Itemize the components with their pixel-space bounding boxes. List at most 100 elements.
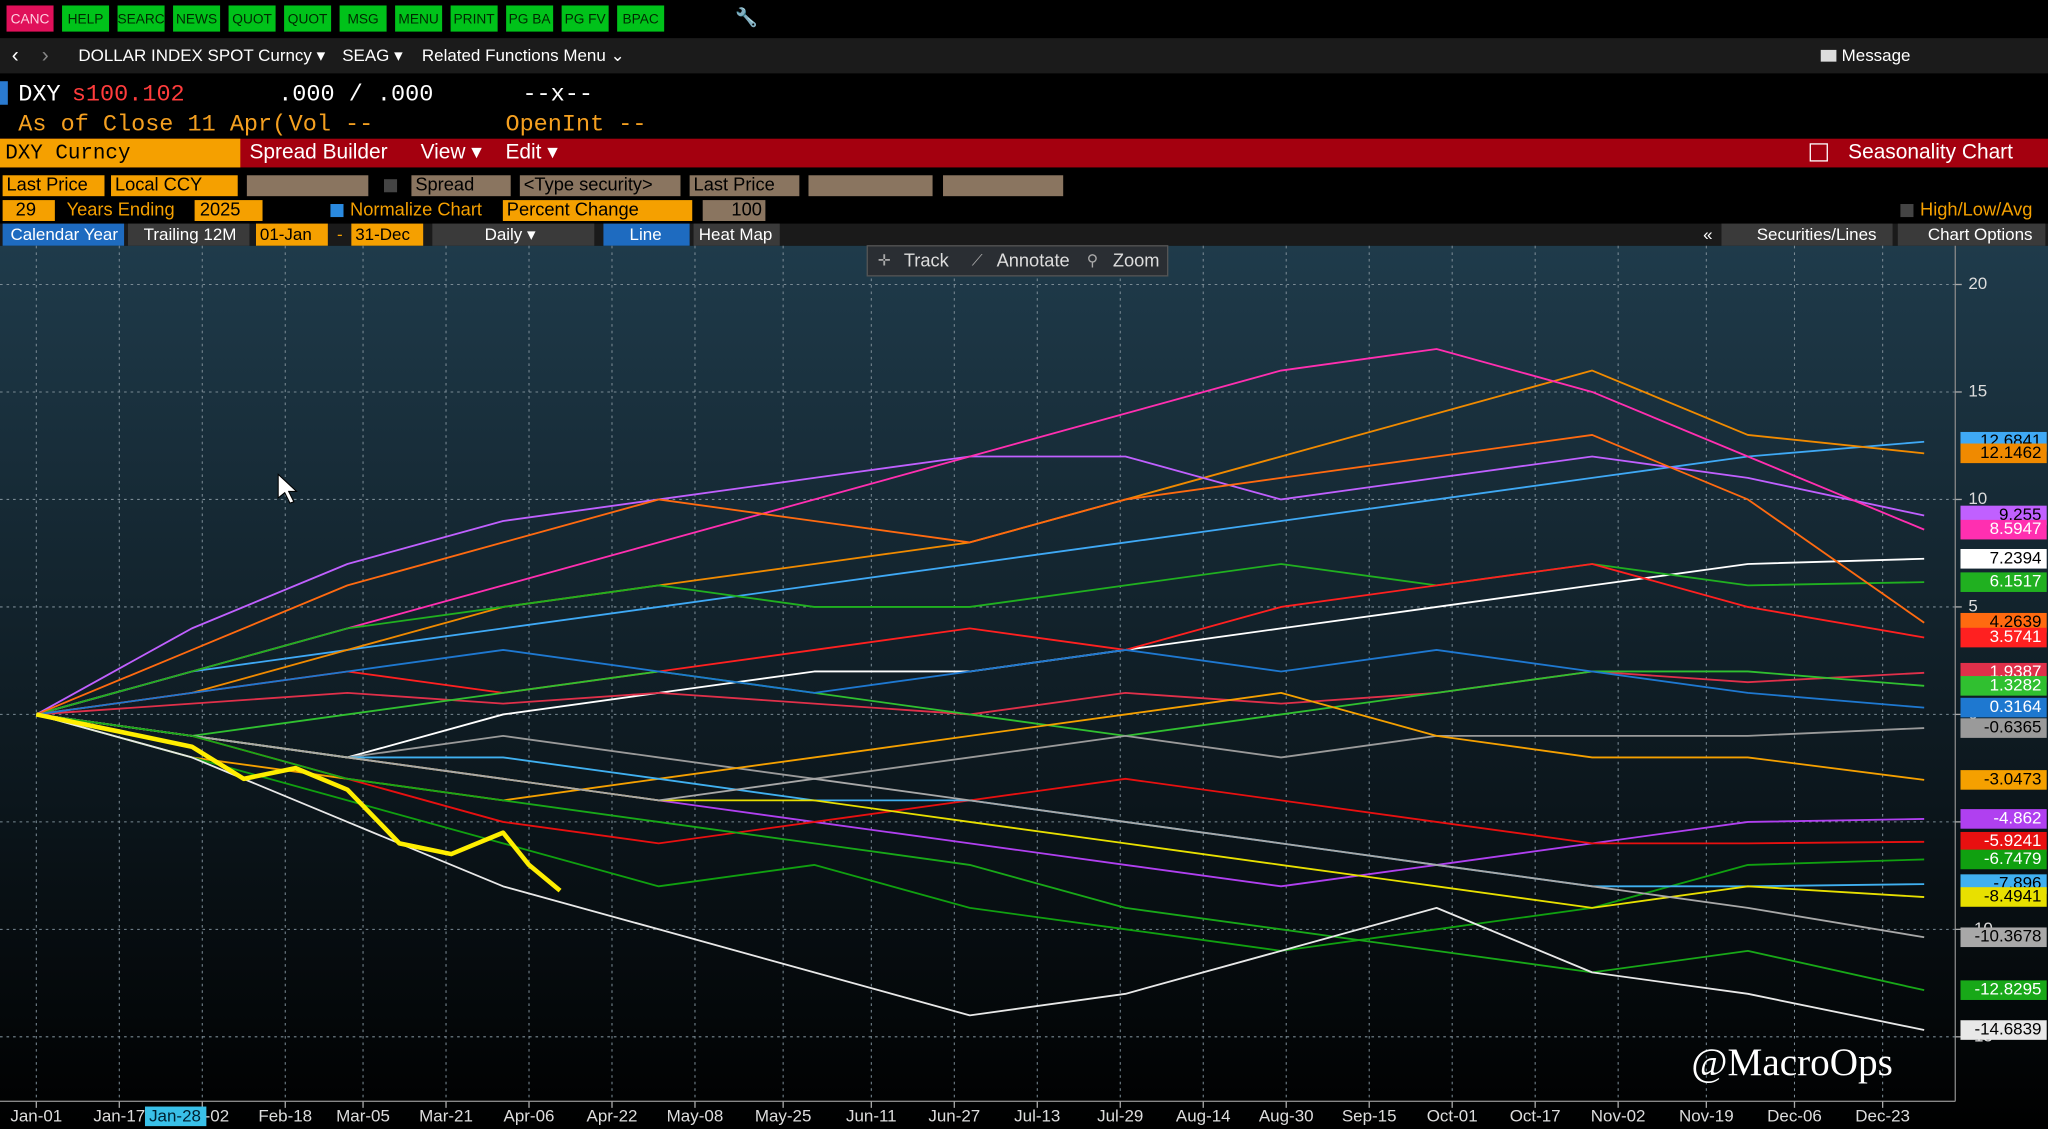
cursor-date: Jan-28 xyxy=(149,1106,201,1125)
toolbar-button[interactable] xyxy=(339,5,387,32)
base-input[interactable] xyxy=(702,200,766,221)
open-interest: OpenInt -- xyxy=(505,112,646,139)
toolbar-button[interactable] xyxy=(62,5,110,32)
toolbar-button[interactable] xyxy=(506,5,554,32)
securities-text: Securities/Lines xyxy=(1757,225,1877,244)
mode-select[interactable] xyxy=(502,200,693,221)
end-label: 9.255 xyxy=(1999,505,2041,524)
cursor-date-bg xyxy=(144,1106,207,1127)
end-label-bg xyxy=(1960,676,2047,696)
message-icon xyxy=(1820,49,1837,62)
toolbar-button[interactable] xyxy=(284,5,332,32)
mode-text: Percent Change xyxy=(507,198,639,219)
collapse-icon[interactable]: « xyxy=(1703,225,1712,244)
y-tick-label: 10 xyxy=(1968,489,1987,508)
mouse-cursor xyxy=(277,473,298,504)
volume: Vol -- xyxy=(289,112,374,139)
years-label: Years Ending xyxy=(67,198,175,219)
options-text: Chart Options xyxy=(1928,225,2033,244)
spread-select[interactable] xyxy=(411,175,511,197)
x-tick-label: Dec-06 xyxy=(1767,1106,1822,1125)
end-input[interactable] xyxy=(351,223,424,246)
security-field[interactable] xyxy=(0,138,241,168)
toolbar-button[interactable] xyxy=(617,5,665,32)
y-tick-label: 15 xyxy=(1968,381,1987,400)
x-tick-label: Jul-29 xyxy=(1097,1106,1143,1125)
blank-select-2[interactable] xyxy=(808,175,933,197)
field2-select[interactable] xyxy=(689,175,800,197)
securities-button[interactable] xyxy=(1721,223,1893,246)
toolbar-button[interactable] xyxy=(561,5,609,32)
end-label-bg xyxy=(1960,809,2047,829)
toolbar: CANC HELP SEARC NEWS QUOT QUOT MSG MENU PRINT PG … xyxy=(6,5,665,32)
end-label-bg xyxy=(1960,831,2047,852)
normalize-checkbox[interactable] xyxy=(330,204,344,218)
toolbar-button[interactable] xyxy=(173,5,221,32)
normalize-label: Normalize Chart xyxy=(350,198,482,219)
line-tab[interactable] xyxy=(603,223,690,246)
toolbar-button[interactable] xyxy=(6,5,54,32)
heatmap-tab[interactable] xyxy=(693,223,780,246)
security-menu[interactable]: DOLLAR INDEX SPOT Curncy ▾ xyxy=(78,46,325,65)
end-year-input[interactable] xyxy=(194,200,263,221)
zoom-button[interactable]: Zoom xyxy=(1113,249,1160,270)
message-button[interactable]: Message xyxy=(1842,46,1911,65)
end-year-text: 2025 xyxy=(200,198,241,219)
years-input[interactable] xyxy=(2,200,55,221)
lines xyxy=(35,348,1925,1031)
x-tick-label: Dec-23 xyxy=(1855,1106,1910,1125)
end-label: -8.4941 xyxy=(1984,886,2042,905)
field2-text: Last Price xyxy=(694,174,775,195)
x-tick-label: May-08 xyxy=(667,1106,724,1125)
end-label-bg xyxy=(1960,697,2047,718)
start-input[interactable] xyxy=(256,223,328,246)
blank-select-3[interactable] xyxy=(943,175,1064,197)
high-low-checkbox[interactable] xyxy=(1900,204,1914,218)
forward-button[interactable]: › xyxy=(42,44,49,67)
field-select[interactable] xyxy=(2,175,105,197)
blank-select[interactable] xyxy=(246,175,369,197)
calendar-tab[interactable] xyxy=(2,223,125,246)
frequency-select[interactable] xyxy=(432,223,595,246)
trailing-tab[interactable] xyxy=(128,223,250,246)
series-line xyxy=(36,713,1925,1031)
end-label-bg xyxy=(1960,612,2047,633)
edit-menu[interactable]: Edit ▾ xyxy=(505,141,558,164)
end-label: -3.0473 xyxy=(1984,769,2042,788)
function-menu[interactable]: SEAG ▾ xyxy=(342,46,403,65)
toolbar-button[interactable] xyxy=(228,5,276,32)
toolbar-button-text: CANC xyxy=(11,11,50,26)
x-tick-label: Nov-02 xyxy=(1591,1106,1646,1125)
annotate-button[interactable]: Annotate xyxy=(997,249,1070,270)
price: s100.102 xyxy=(72,81,185,108)
toolbar-button[interactable] xyxy=(450,5,498,32)
end-label: 1.3282 xyxy=(1990,675,2042,694)
toolbar-button[interactable] xyxy=(395,5,443,32)
x-tick-label: Oct-17 xyxy=(1510,1106,1561,1125)
currency-select[interactable] xyxy=(111,175,238,197)
popout-icon xyxy=(1809,143,1828,162)
track-button[interactable]: Track xyxy=(904,249,950,270)
options-button[interactable] xyxy=(1897,223,2046,246)
end-label: 3.5741 xyxy=(1990,627,2042,646)
end-label-bg xyxy=(1960,887,2047,907)
x-tick-label: Oct-01 xyxy=(1427,1106,1478,1125)
line-tab-text: Line xyxy=(630,225,662,244)
x-tick-label: Jan-01 xyxy=(10,1106,62,1125)
x-tick-label: Mar-05 xyxy=(336,1106,390,1125)
zoom-icon: ⚲ xyxy=(1087,253,1098,270)
back-button[interactable]: ‹ xyxy=(12,44,19,67)
spread-checkbox[interactable] xyxy=(384,179,398,193)
view-menu[interactable]: View ▾ xyxy=(421,141,483,164)
toolbar-button-text: HELP xyxy=(68,11,104,26)
x-tick-label: Jul-13 xyxy=(1014,1106,1060,1125)
security-input[interactable] xyxy=(519,175,681,197)
related-menu[interactable]: Related Functions Menu ⌄ xyxy=(422,46,625,65)
toolbar-button[interactable] xyxy=(117,5,165,32)
nav-bg xyxy=(0,38,2048,74)
spread-builder[interactable]: Spread Builder xyxy=(249,141,387,164)
wrench-icon: 🔧 xyxy=(735,5,758,27)
end-label: -5.9241 xyxy=(1984,831,2042,850)
end-label-bg xyxy=(1960,849,2047,870)
frequency-text: Daily ▾ xyxy=(485,225,536,244)
